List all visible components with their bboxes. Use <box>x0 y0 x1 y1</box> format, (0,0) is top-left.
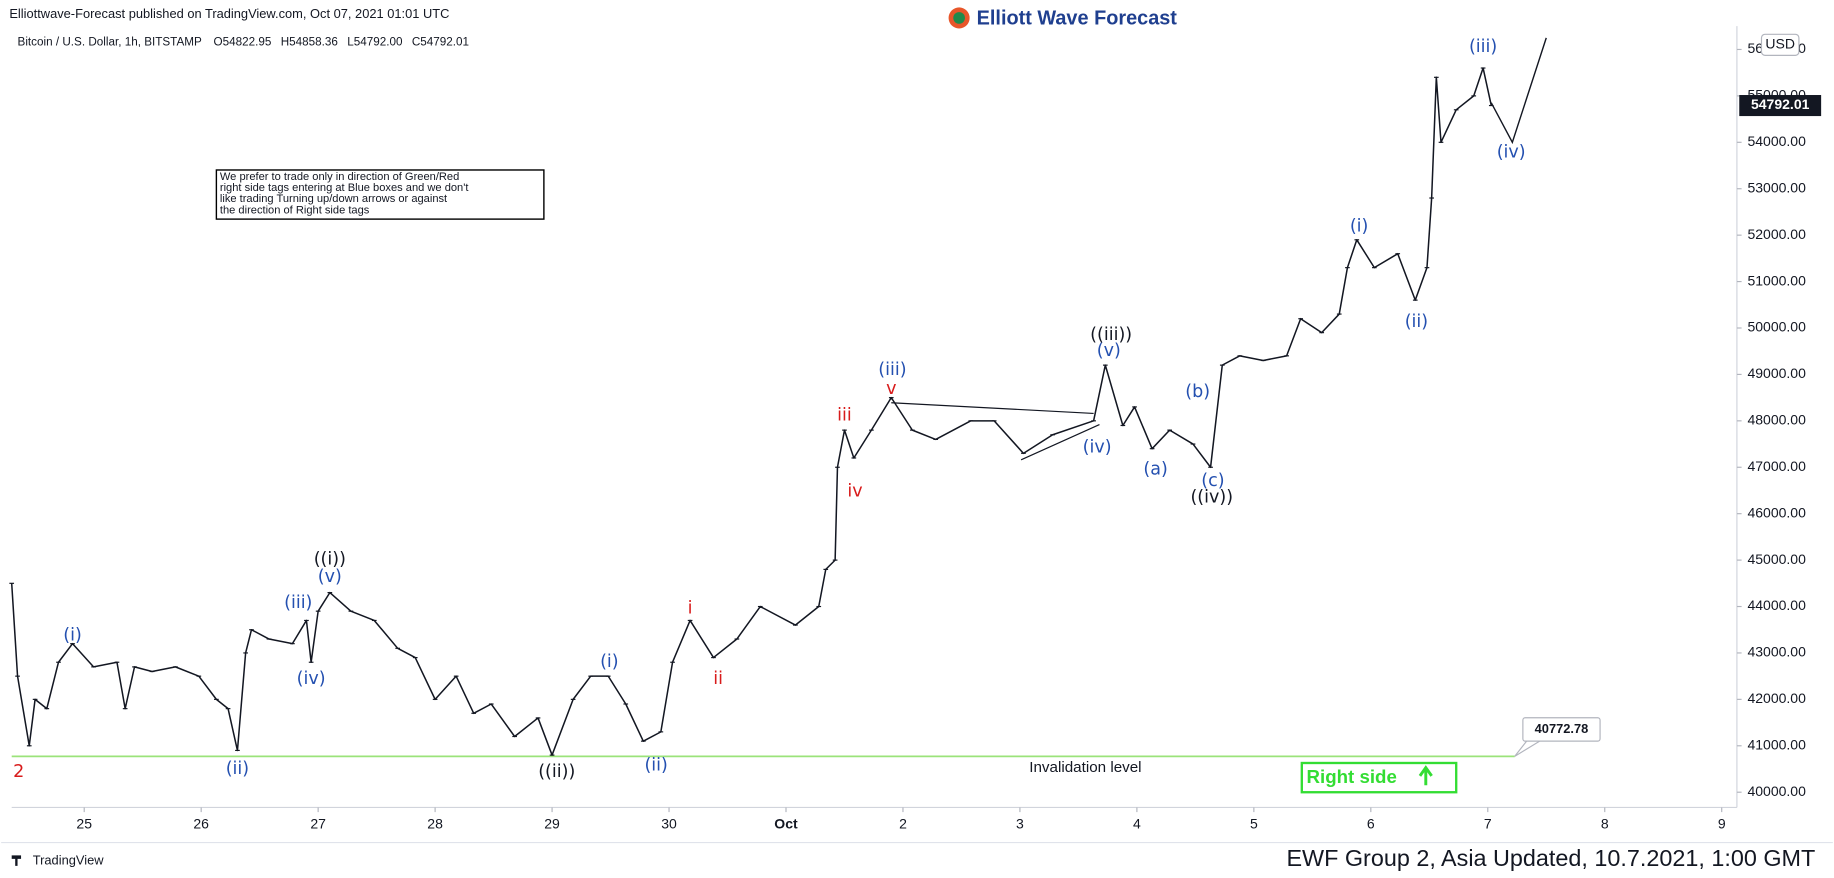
y-tick-label: 49000.00 <box>1747 365 1806 381</box>
projection-line <box>1490 37 1547 145</box>
x-tick-label: 2 <box>899 816 907 832</box>
x-tick-label: 6 <box>1367 816 1375 832</box>
note-line: like trading Turning up/down arrows or a… <box>220 193 447 205</box>
wave-label: iv <box>847 481 862 501</box>
x-tick-label: 8 <box>1601 816 1609 832</box>
y-tick-label: 47000.00 <box>1747 458 1806 474</box>
y-tick-label: 44000.00 <box>1747 597 1806 613</box>
y-tick-label: 51000.00 <box>1747 272 1806 288</box>
x-tick-label: 3 <box>1016 816 1024 832</box>
trendline <box>1020 424 1100 461</box>
wave-label: v <box>886 379 896 399</box>
x-tick-label: 30 <box>661 816 677 832</box>
wave-label: (iii) <box>1469 37 1497 57</box>
x-tick-label: 7 <box>1484 816 1492 832</box>
y-tick-label: 48000.00 <box>1747 412 1806 428</box>
note-box <box>215 169 545 220</box>
right-side-box <box>1300 761 1458 794</box>
y-tick-label: 43000.00 <box>1747 644 1806 660</box>
logo: Elliott Wave Forecast <box>977 7 1178 29</box>
wave-label: (iv) <box>1497 143 1526 163</box>
wave-label: (iv) <box>1083 437 1112 457</box>
wave-label: (v) <box>1097 341 1121 361</box>
price-line <box>10 67 1493 756</box>
invalidation-value: 40772.78 <box>1535 721 1589 736</box>
wave-label: (b) <box>1185 382 1210 402</box>
x-tick-label: 28 <box>427 816 443 832</box>
wave-label: (ii) <box>644 755 667 775</box>
right-side-arrow <box>1418 765 1433 786</box>
right-side-label: Right side <box>1306 766 1396 787</box>
ohlc-value: L54792.00 <box>347 36 403 49</box>
wave-label: (i) <box>1350 216 1369 236</box>
last-price-tag <box>1739 95 1822 117</box>
ohlc-value: O54822.95 <box>213 36 271 49</box>
wave-label: (a) <box>1143 460 1167 480</box>
wave-label: 2 <box>13 762 24 782</box>
y-tick-label: 54000.00 <box>1747 133 1806 149</box>
x-tick-label: 27 <box>310 816 326 832</box>
x-tick-label: 5 <box>1250 816 1258 832</box>
note-line: We prefer to trade only in direction of … <box>220 171 459 183</box>
ohlc-value: C54792.01 <box>412 36 469 49</box>
wave-label: (iii) <box>284 593 312 613</box>
note-line: the direction of Right side tags <box>220 204 370 216</box>
invalidation-label: Invalidation level <box>1029 759 1141 776</box>
y-tick-label: 52000.00 <box>1747 226 1806 242</box>
y-tick-label: 50000.00 <box>1747 319 1806 335</box>
symbol-line: Bitcoin / U.S. Dollar, 1h, BITSTAMP O548… <box>18 36 470 49</box>
x-tick-label: Oct <box>774 816 798 832</box>
wave-label: (iv) <box>297 669 326 689</box>
note: We prefer to trade only in direction of … <box>220 171 469 216</box>
wave-label: (ii) <box>1405 312 1428 332</box>
trendline <box>891 402 1094 414</box>
last-price-label: 54792.01 <box>1751 96 1810 112</box>
note-line: right side tags entering at Blue boxes a… <box>220 182 469 194</box>
ohlc-value: H54858.36 <box>281 36 338 49</box>
symbol: Bitcoin / U.S. Dollar, 1h, BITSTAMP <box>18 36 202 49</box>
wave-label: (ii) <box>226 759 249 779</box>
y-tick-label: 45000.00 <box>1747 551 1806 567</box>
wave-label: ((iii)) <box>1090 325 1132 345</box>
wave-label: (c) <box>1201 471 1224 491</box>
update: EWF Group 2, Asia Updated, 10.7.2021, 1:… <box>1286 845 1815 871</box>
callout-box <box>1522 717 1601 742</box>
published: Elliottwave-Forecast published on Tradin… <box>9 6 449 21</box>
wave-label: ii <box>713 669 723 689</box>
wave-label: i <box>688 598 693 618</box>
x-tick-label: 26 <box>193 816 209 832</box>
logo-icon-inner <box>953 12 965 24</box>
wave-label: (i) <box>63 625 82 645</box>
wave-label: ((i)) <box>314 550 346 570</box>
wave-label: iii <box>837 406 852 426</box>
y-tick-label: 40000.00 <box>1747 783 1806 799</box>
y-tick-label: 46000.00 <box>1747 504 1806 520</box>
x-tick-label: 9 <box>1718 816 1726 832</box>
wave-label: (iii) <box>878 360 906 380</box>
y-tick-label: 53000.00 <box>1747 179 1806 195</box>
wave-label: (i) <box>600 652 619 672</box>
x-tick-label: 29 <box>544 816 560 832</box>
callout-pointer <box>1514 739 1544 757</box>
currency-badge <box>1760 33 1800 56</box>
wave-label: ((ii)) <box>538 762 575 782</box>
wave-label: (v) <box>318 567 342 587</box>
y-tick-label: 41000.00 <box>1747 736 1806 752</box>
x-tick-label: 25 <box>76 816 92 832</box>
wave-label: ((iv)) <box>1190 487 1233 507</box>
brand-icon <box>11 855 22 866</box>
currency: USD <box>1765 36 1795 52</box>
x-tick-label: 4 <box>1133 816 1141 832</box>
brand: TradingView <box>33 853 104 868</box>
y-tick-label: 42000.00 <box>1747 690 1806 706</box>
